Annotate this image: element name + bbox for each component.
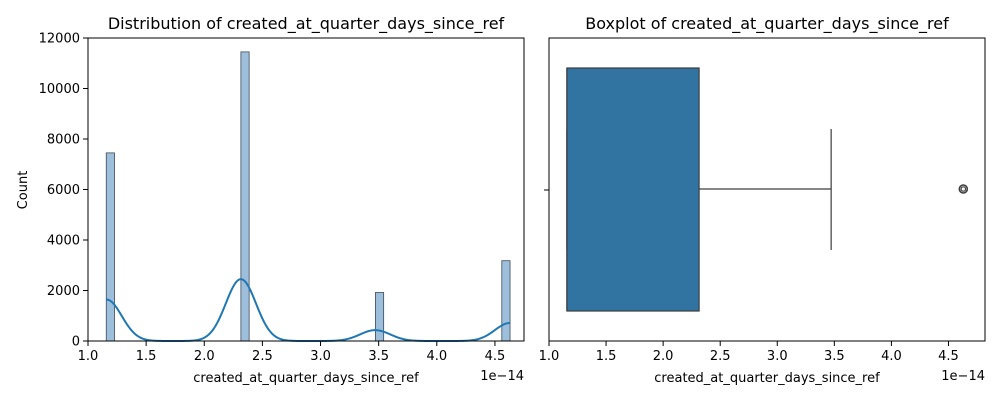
histogram-y-tick-label: 10000 [39,82,80,97]
histogram-bar-2 [375,292,385,342]
boxplot-title: Boxplot of created_at_quarter_days_since… [585,14,949,34]
boxplot-x-tick-label: 3.5 [824,349,845,364]
histogram-y-tick-label: 12000 [39,32,80,47]
histogram-panel: Distribution of created_at_quarter_days_… [16,14,525,386]
histogram-x-tick-label: 1.0 [78,349,99,364]
boxplot-panel: Boxplot of created_at_quarter_days_since… [539,14,986,386]
boxplot-body [566,67,969,312]
histogram-bar-1 [240,51,250,342]
histogram-bar-3 [501,260,511,342]
boxplot-outlier-0 [958,184,969,194]
boxplot-x-tick-label: 4.0 [881,349,902,364]
histogram-x-axis-label: created_at_quarter_days_since_ref [193,371,419,386]
histogram-x-tick-label: 4.0 [426,349,447,364]
boxplot-x-tick-label: 1.5 [596,349,617,364]
histogram-x-offset-label: 1e−14 [480,369,524,384]
boxplot-x-tick-label: 1.0 [539,349,560,364]
histogram-y-ticks: 0 2000 4000 6000 8000 10000 12000 [39,32,88,350]
histogram-x-tick-label: 1.5 [136,349,157,364]
histogram-y-tick-label: 0 [72,335,80,350]
histogram-y-tick-label: 2000 [47,284,80,299]
histogram-y-axis-label: Count [16,171,31,210]
boxplot-outlier-inner-0 [960,186,967,192]
histogram-x-tick-label: 3.0 [310,349,331,364]
boxplot-x-axis-label: created_at_quarter_days_since_ref [654,371,880,386]
histogram-x-tick-label: 2.0 [194,349,215,364]
histogram-x-tick-label: 3.5 [368,349,389,364]
boxplot-x-offset-label: 1e−14 [941,369,985,384]
histogram-y-tick-label: 4000 [47,234,80,249]
histogram-title: Distribution of created_at_quarter_days_… [108,14,505,34]
boxplot-x-tick-label: 3.0 [767,349,788,364]
histogram-y-tick-label: 8000 [47,133,80,148]
histogram-x-tick-label: 4.5 [485,349,506,364]
boxplot-x-ticks: 1.0 1.5 2.0 2.5 3.0 3.5 4.0 4.5 [539,341,959,364]
boxplot-x-tick-label: 2.5 [710,349,731,364]
boxplot-box [566,67,700,312]
boxplot-x-tick-label: 2.0 [653,349,674,364]
boxplot-x-tick-label: 4.5 [938,349,959,364]
histogram-bar-0 [105,152,115,342]
histogram-x-ticks: 1.0 1.5 2.0 2.5 3.0 3.5 4.0 4.5 [78,341,506,364]
histogram-x-tick-label: 2.5 [252,349,273,364]
histogram-y-tick-label: 6000 [47,183,80,198]
